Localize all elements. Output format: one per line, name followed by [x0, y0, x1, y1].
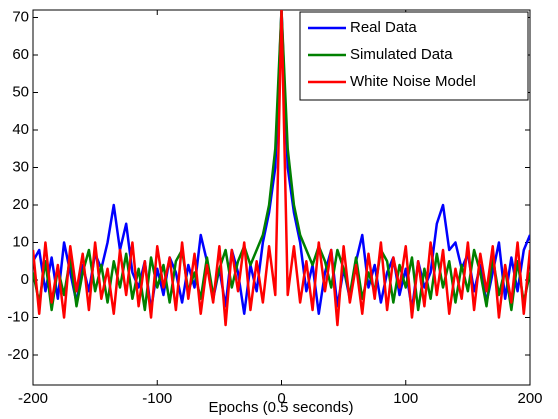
legend-label: White Noise Model [350, 73, 476, 90]
x-tick-label: 200 [517, 390, 542, 407]
x-tick-label: -100 [142, 390, 172, 407]
x-tick-label: 100 [393, 390, 418, 407]
x-tick-label: -200 [18, 390, 48, 407]
y-tick-label: 60 [12, 46, 29, 63]
legend-label: Simulated Data [350, 46, 453, 63]
series-line [33, 10, 530, 327]
y-tick-label: 30 [12, 158, 29, 175]
series-line [33, 10, 530, 312]
y-tick-label: 0 [21, 271, 29, 288]
x-axis-label: Epochs (0.5 seconds) [208, 399, 353, 416]
x-tick-label: 0 [277, 390, 285, 407]
y-tick-label: 20 [12, 196, 29, 213]
legend-label: Real Data [350, 19, 417, 36]
y-tick-label: 50 [12, 83, 29, 100]
plot-lines [33, 10, 530, 327]
y-tick-label: -20 [7, 346, 29, 363]
y-tick-label: 40 [12, 121, 29, 138]
y-tick-label: 10 [12, 233, 29, 250]
y-tick-label: -10 [7, 308, 29, 325]
y-tick-label: 70 [12, 8, 29, 25]
series-line [33, 10, 530, 315]
